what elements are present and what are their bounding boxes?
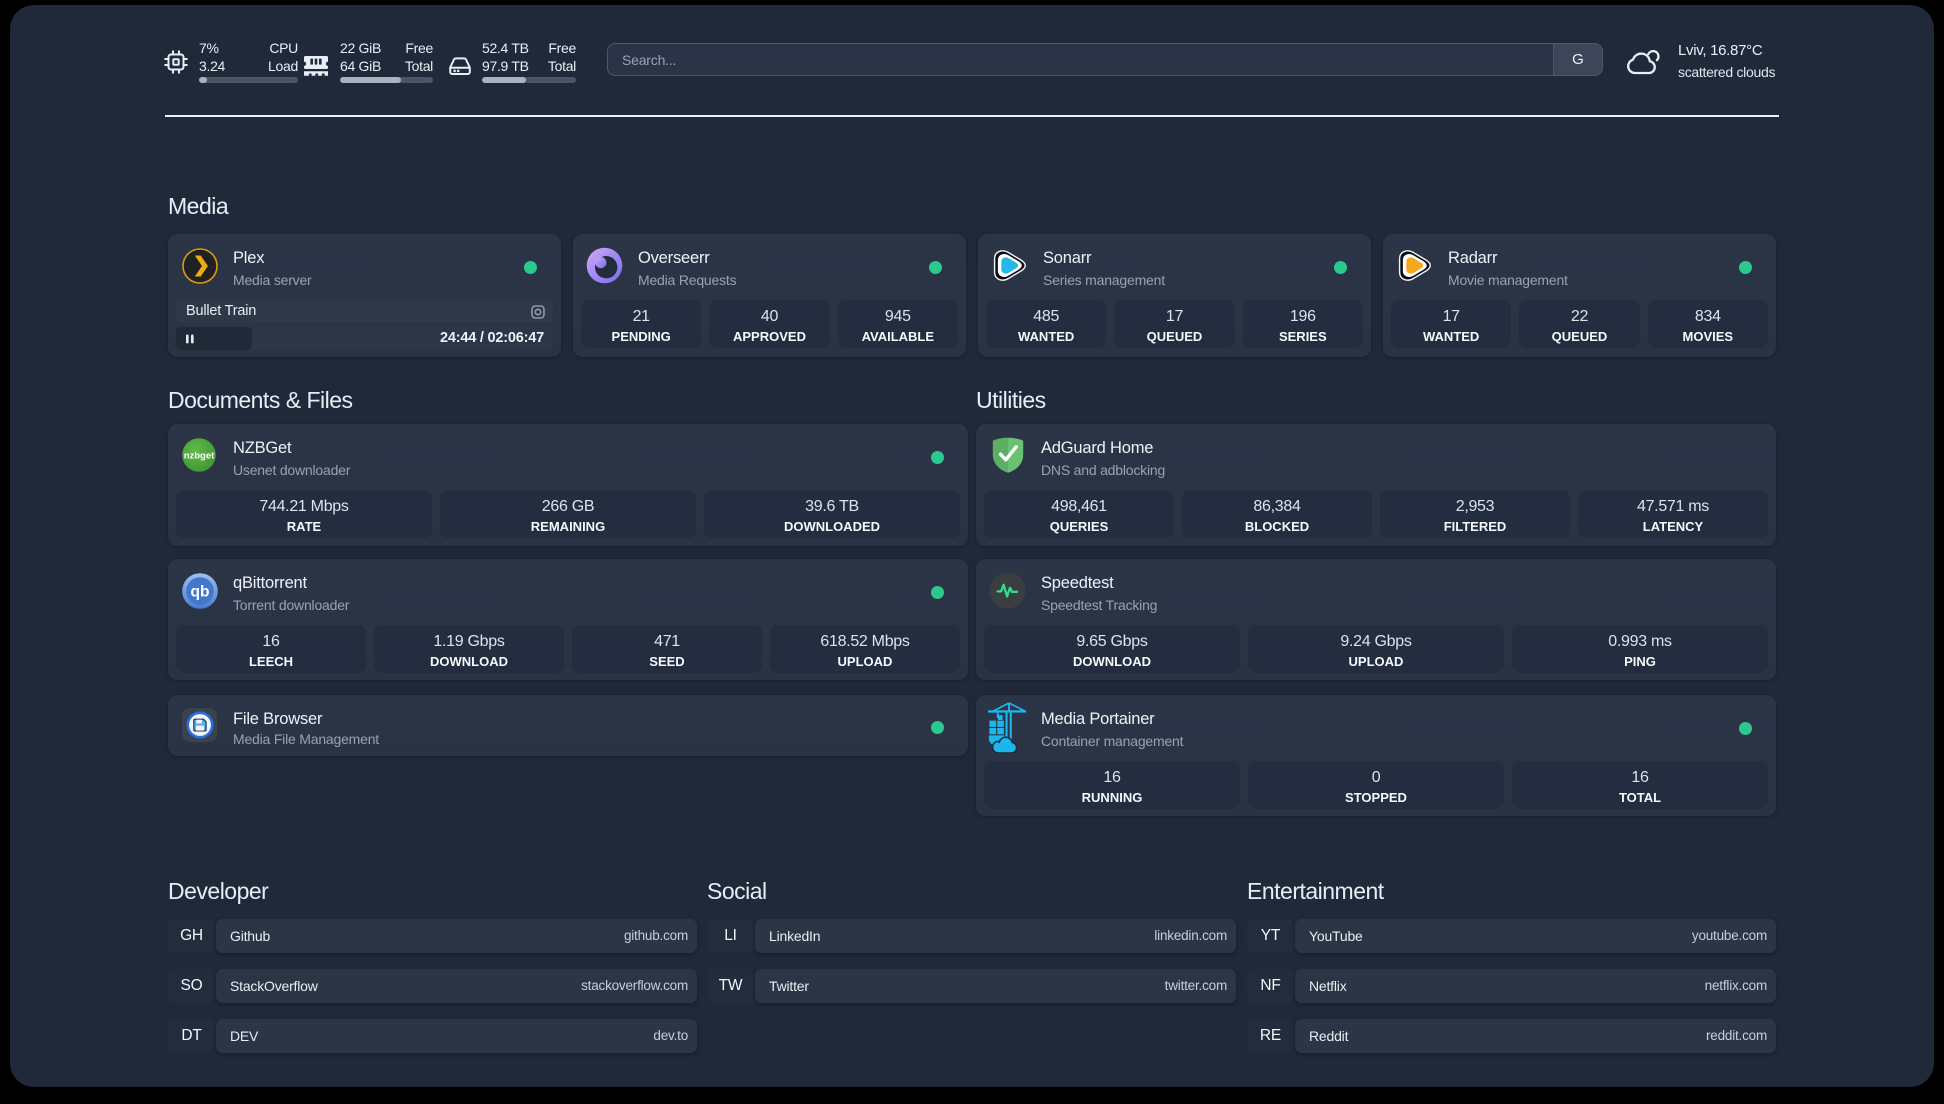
svg-text:qb: qb [191,584,210,601]
svg-text:nzbget: nzbget [184,451,215,462]
